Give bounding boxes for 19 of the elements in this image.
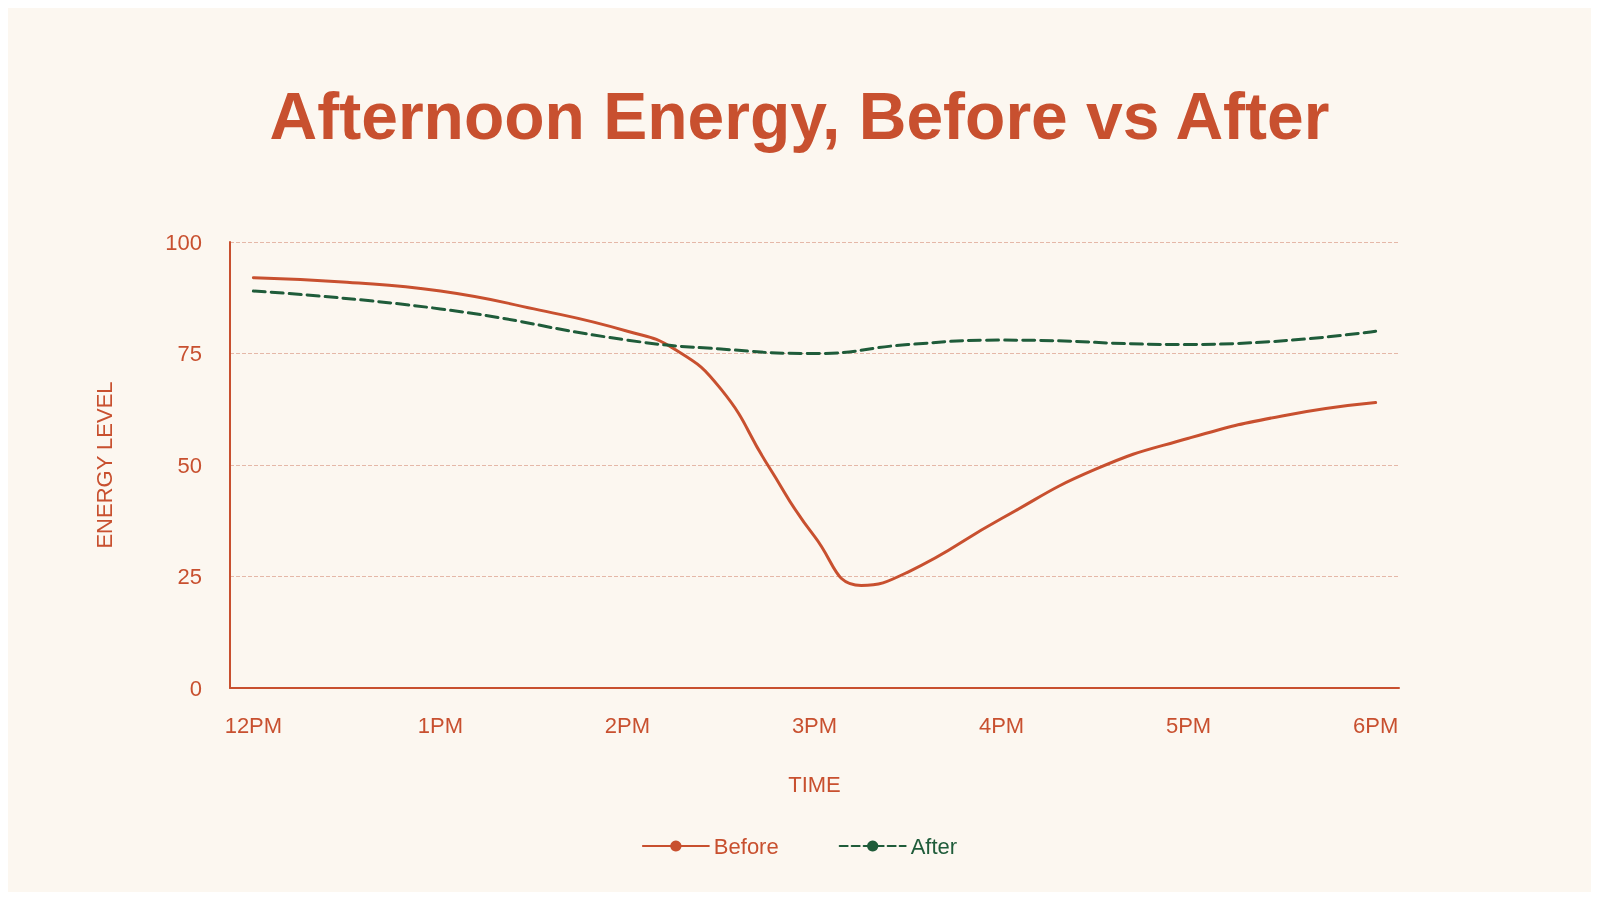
x-tick-label: 4PM [978,712,1025,738]
x-tick-label: 5PM [1165,712,1212,738]
line-series [251,276,1378,587]
y-tick-label: 50 [177,452,202,478]
x-tick-label: 12PM [224,712,283,738]
line-series [251,289,1378,355]
y-tick-label: 0 [189,675,202,701]
x-tick-label: 1PM [417,712,464,738]
chart-title: Afternoon Energy, Before vs After [269,79,1330,153]
y-axis-title: ENERGY LEVEL [91,381,117,549]
legend-label: Before [713,833,779,859]
legend-label: After [910,833,958,859]
y-tick-label: 25 [177,564,202,589]
x-tick-label: 6PM [1352,712,1399,738]
y-tick-label: 75 [177,341,202,366]
x-axis-title: TIME [788,771,841,797]
x-tick-label: 2PM [604,712,651,738]
x-tick-label: 3PM [791,712,838,738]
y-tick-label: 100 [165,229,202,255]
